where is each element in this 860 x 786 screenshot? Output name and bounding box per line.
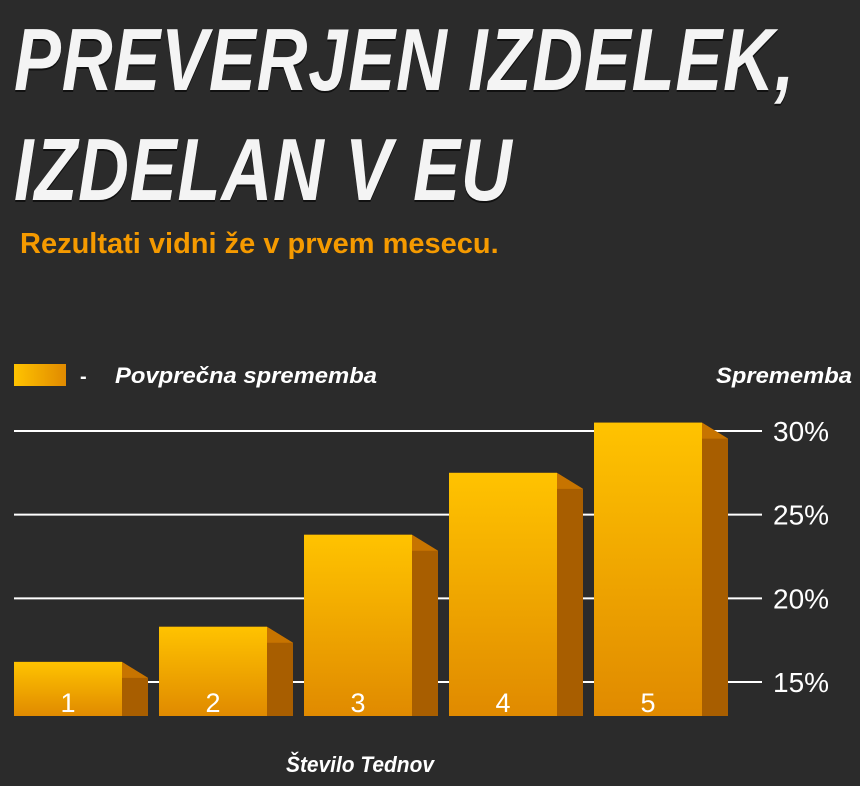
bar-front	[449, 472, 557, 716]
headline-line-1: PREVERJEN IZDELEK,	[14, 10, 796, 109]
bars	[14, 422, 728, 716]
y-axis-label: Sprememba	[716, 363, 852, 388]
legend-swatch	[14, 364, 66, 386]
headline-line-2: IZDELAN V EU	[14, 120, 513, 219]
bar-side	[702, 422, 728, 716]
y-tick-label: 30%	[773, 416, 829, 447]
bar	[449, 472, 583, 716]
x-tick-label: 5	[640, 688, 655, 718]
x-tick-label: 4	[495, 688, 510, 718]
bar-side	[412, 534, 438, 716]
bar-front	[14, 661, 122, 716]
bar-front	[594, 422, 702, 716]
bar	[14, 661, 148, 716]
bar	[159, 626, 293, 716]
bar-side	[267, 626, 293, 716]
subtitle: Rezultati vidni že v prvem mesecu.	[20, 228, 499, 260]
y-tick-label: 15%	[773, 667, 829, 698]
y-tick-labels: 15% 20% 25% 30%	[773, 416, 829, 698]
bar-front	[304, 534, 412, 716]
x-tick-label: 2	[205, 688, 220, 718]
bar-side	[557, 472, 583, 716]
x-tick-label: 1	[60, 688, 75, 718]
bar-front	[159, 626, 267, 716]
y-tick-label: 20%	[773, 583, 829, 614]
legend-dash: -	[80, 366, 87, 388]
x-tick-label: 3	[350, 688, 365, 718]
legend-label: Povprečna sprememba	[115, 363, 377, 388]
y-tick-label: 25%	[773, 500, 829, 531]
bar	[594, 422, 728, 716]
legend: - Povprečna sprememba	[14, 363, 377, 388]
bar-chart: - Povprečna sprememba Sprememba 15%20%25…	[14, 363, 852, 777]
x-axis-label: Število Tednov	[286, 752, 436, 777]
x-tick-labels: 1 2 3 4 5	[60, 688, 655, 718]
bar	[304, 534, 438, 716]
